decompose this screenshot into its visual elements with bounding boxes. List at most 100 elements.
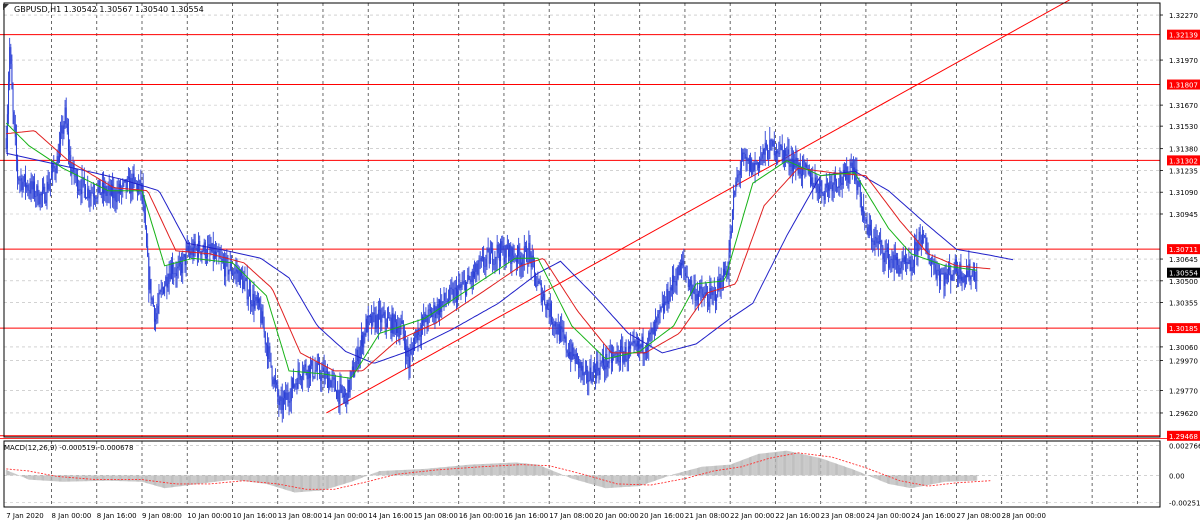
candle-body bbox=[15, 136, 17, 160]
candle-body bbox=[685, 271, 687, 277]
trend-line-layer[interactable] bbox=[326, 0, 1070, 414]
candle-body bbox=[100, 193, 102, 195]
candle-body bbox=[633, 340, 635, 342]
candle-body bbox=[64, 107, 66, 125]
candle-body bbox=[789, 164, 791, 167]
candle-body bbox=[923, 233, 925, 236]
candle-body bbox=[647, 347, 649, 351]
candle-body bbox=[944, 272, 946, 286]
candle-body bbox=[569, 351, 571, 357]
candle-body bbox=[210, 249, 212, 252]
candle-body bbox=[684, 267, 686, 272]
candle-body bbox=[548, 308, 550, 317]
candle-body bbox=[498, 253, 500, 261]
candle-body bbox=[839, 174, 841, 186]
candle-body bbox=[21, 178, 23, 190]
candle-body bbox=[838, 185, 840, 188]
x-tick-label: 16 Jan 00:00 bbox=[459, 512, 503, 520]
candle-body bbox=[184, 254, 186, 266]
candle-body bbox=[349, 378, 351, 393]
candle-body bbox=[579, 362, 581, 369]
candle-body bbox=[182, 256, 184, 274]
candle-body bbox=[710, 287, 712, 292]
candle-body bbox=[522, 258, 524, 267]
candle-body bbox=[871, 230, 873, 242]
candle-body bbox=[920, 239, 922, 244]
y-tick-label: 1.31530 bbox=[1169, 123, 1198, 131]
candle-body bbox=[881, 240, 883, 247]
candle-body bbox=[864, 220, 866, 221]
candle-body bbox=[513, 255, 515, 260]
candle-body bbox=[648, 332, 650, 348]
candle-body bbox=[329, 378, 331, 388]
candle-body bbox=[947, 267, 949, 275]
expand-arrow-icon[interactable] bbox=[3, 4, 9, 10]
candle-body bbox=[546, 302, 548, 310]
candle-body bbox=[55, 172, 57, 174]
candle-body bbox=[227, 258, 229, 275]
candle-body bbox=[226, 256, 228, 259]
candle-body bbox=[347, 379, 349, 405]
candle-body bbox=[768, 158, 770, 160]
x-tick-label: 7 Jan 2020 bbox=[6, 512, 44, 520]
candle-body bbox=[708, 301, 710, 307]
y-tick-label: 1.31235 bbox=[1169, 167, 1198, 175]
candle-body bbox=[341, 385, 343, 394]
trend-line[interactable] bbox=[326, 0, 1070, 414]
candle-body bbox=[306, 372, 308, 380]
candle-body bbox=[868, 224, 870, 236]
candle-body bbox=[317, 362, 319, 364]
candle-body bbox=[745, 157, 747, 159]
candle-body bbox=[805, 164, 807, 168]
candle-body bbox=[495, 256, 497, 258]
candle-body bbox=[380, 309, 382, 323]
candle-body bbox=[308, 365, 310, 379]
candle-body bbox=[371, 315, 373, 326]
candle-body bbox=[212, 243, 214, 260]
candle-body bbox=[426, 321, 428, 325]
candle-body bbox=[136, 183, 138, 193]
candle-body bbox=[970, 276, 972, 280]
moving-average-slow bbox=[6, 152, 1014, 364]
candle-body bbox=[593, 365, 595, 369]
candle-body bbox=[255, 297, 257, 301]
candle-body bbox=[391, 313, 393, 333]
candle-body bbox=[605, 353, 607, 370]
candle-body bbox=[89, 196, 91, 199]
y-tick-label: 1.30945 bbox=[1169, 211, 1198, 219]
candle-body bbox=[770, 139, 772, 141]
candle-body bbox=[267, 344, 269, 360]
candle-body bbox=[198, 240, 200, 258]
x-tick-label: 8 Jan 00:00 bbox=[52, 512, 92, 520]
candle-body bbox=[146, 227, 148, 247]
candle-body bbox=[511, 247, 513, 264]
time-axis: 7 Jan 2020 8 Jan 00:00 8 Jan 16:00 9 Jan 08… bbox=[6, 512, 1046, 520]
candle-body bbox=[757, 162, 759, 168]
candle-body bbox=[122, 182, 124, 189]
candle-body bbox=[350, 370, 352, 379]
candle-body bbox=[458, 284, 460, 290]
candle-body bbox=[912, 267, 914, 268]
candle-body bbox=[497, 244, 499, 254]
candle-body bbox=[293, 378, 295, 388]
candle-body bbox=[735, 181, 737, 192]
candle-body bbox=[229, 263, 231, 271]
candle-body bbox=[537, 281, 539, 286]
y-tick-label: 1.31090 bbox=[1169, 189, 1198, 197]
candle-body bbox=[610, 350, 612, 363]
candle-body bbox=[600, 362, 602, 364]
candle-body bbox=[38, 203, 40, 205]
candle-body bbox=[501, 241, 503, 251]
candle-body bbox=[469, 279, 471, 281]
candle-body bbox=[435, 314, 437, 319]
candle-body bbox=[882, 246, 884, 259]
y-tick-label: 1.30355 bbox=[1169, 300, 1198, 308]
candle-body bbox=[662, 303, 664, 312]
candle-body bbox=[464, 281, 466, 295]
candle-body bbox=[436, 304, 438, 315]
candle-body bbox=[460, 287, 462, 288]
candle-body bbox=[719, 277, 721, 288]
candle-body bbox=[690, 280, 692, 286]
